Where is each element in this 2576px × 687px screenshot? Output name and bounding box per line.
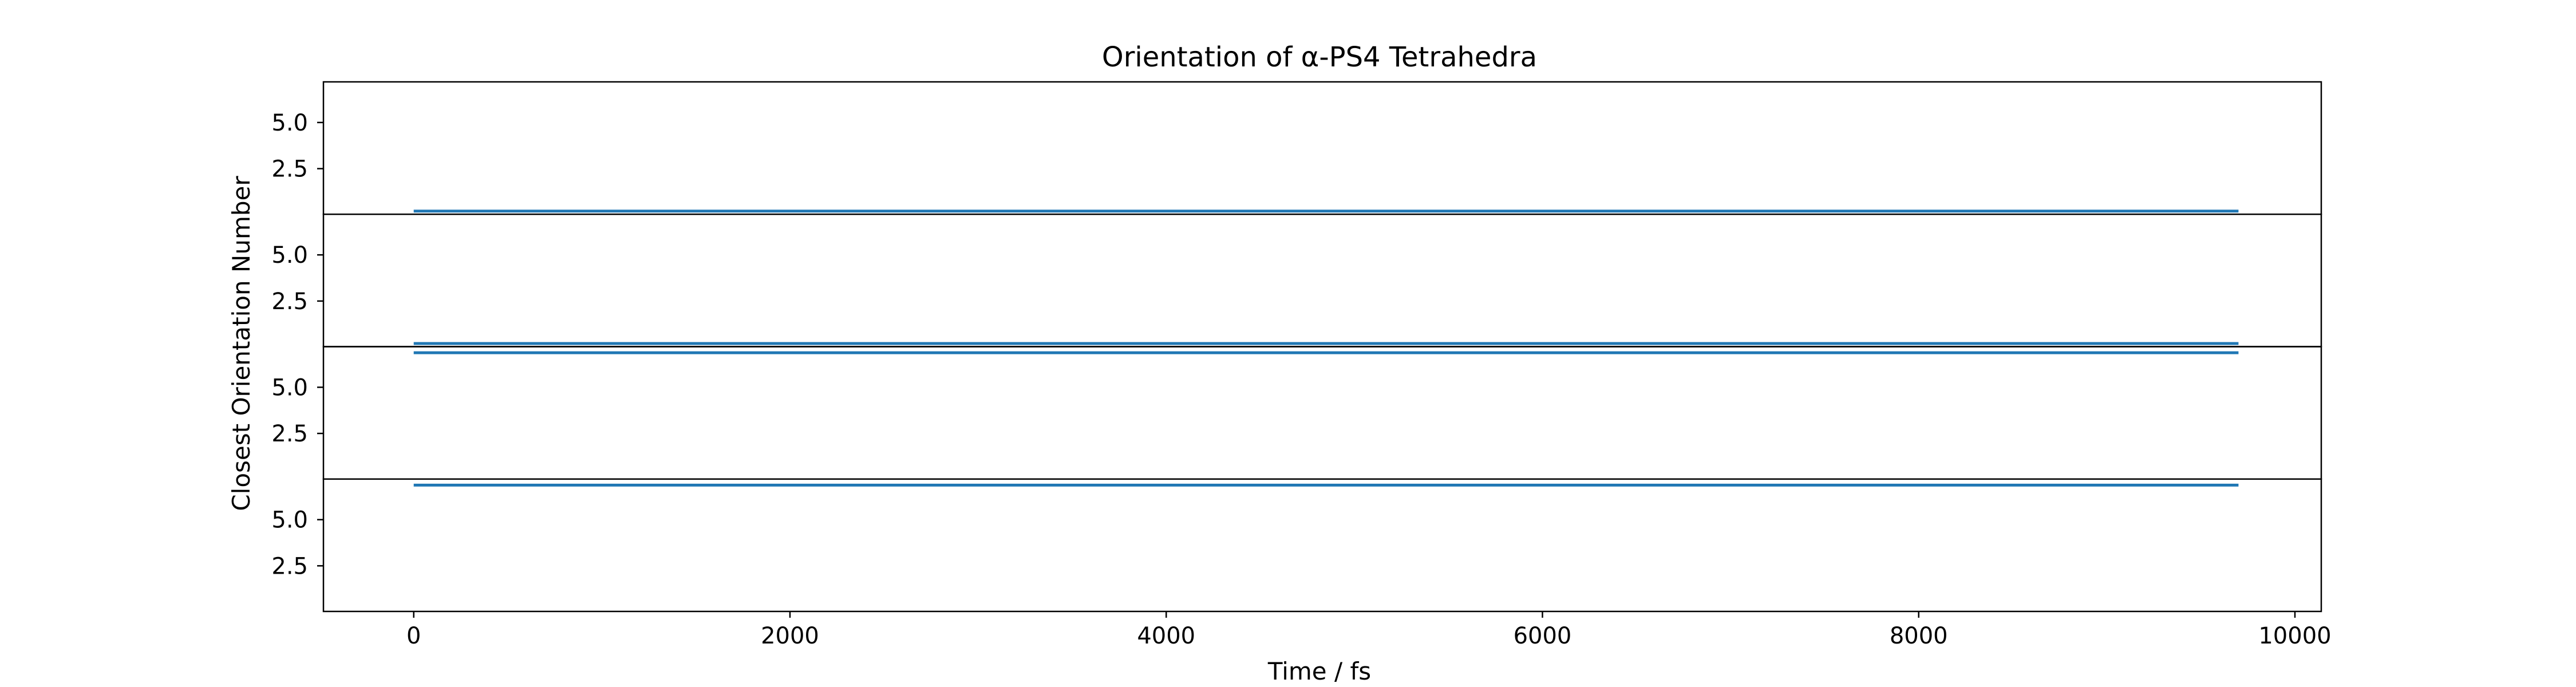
x-tick-label-4: 6000 — [1514, 623, 1572, 649]
panel-4-frame — [322, 478, 2322, 613]
x-tick-label-5: 8000 — [1890, 623, 1948, 649]
x-tick-label-6: 10000 — [2258, 623, 2331, 649]
chart-title: Orientation of α-PS4 Tetrahedra — [1102, 41, 1537, 73]
panel-1-frame — [322, 81, 2322, 215]
panel-1: 5.0 2.5 — [271, 81, 2322, 215]
panel-2-frame — [322, 214, 2322, 348]
panel-2-y-tick-label-2: 2.5 — [271, 289, 308, 315]
panel-3-y-tick-label-2: 2.5 — [271, 421, 308, 447]
panel-4: 5.0 2.5 — [271, 478, 2322, 613]
y-axis-label: Closest Orientation Number — [227, 176, 255, 511]
panel-3-frame — [322, 346, 2322, 480]
panel-4-y-tick-label-2: 2.5 — [271, 553, 308, 579]
x-tick-label-3: 4000 — [1137, 623, 1195, 649]
panel-2: 5.0 2.5 — [271, 214, 2322, 354]
panel-4-y-tick-label-1: 5.0 — [271, 507, 308, 534]
panel-3: 5.0 2.5 — [271, 346, 2322, 487]
x-tick-label-1: 0 — [406, 623, 421, 649]
plot-area: 5.0 2.5 5.0 2.5 5.0 2.5 5.0 2.5 0 2000 4000 6000 800… — [271, 81, 2332, 649]
panel-1-y-tick-label-2: 2.5 — [271, 156, 308, 183]
panel-1-y-tick-label-1: 5.0 — [271, 110, 308, 136]
x-tick-label-2: 2000 — [761, 623, 819, 649]
panel-2-y-tick-label-1: 5.0 — [271, 242, 308, 269]
x-axis-label: Time / fs — [1267, 657, 1371, 685]
x-axis: 0 2000 4000 6000 8000 10000 — [406, 611, 2332, 649]
panel-3-y-tick-label-1: 5.0 — [271, 374, 308, 401]
